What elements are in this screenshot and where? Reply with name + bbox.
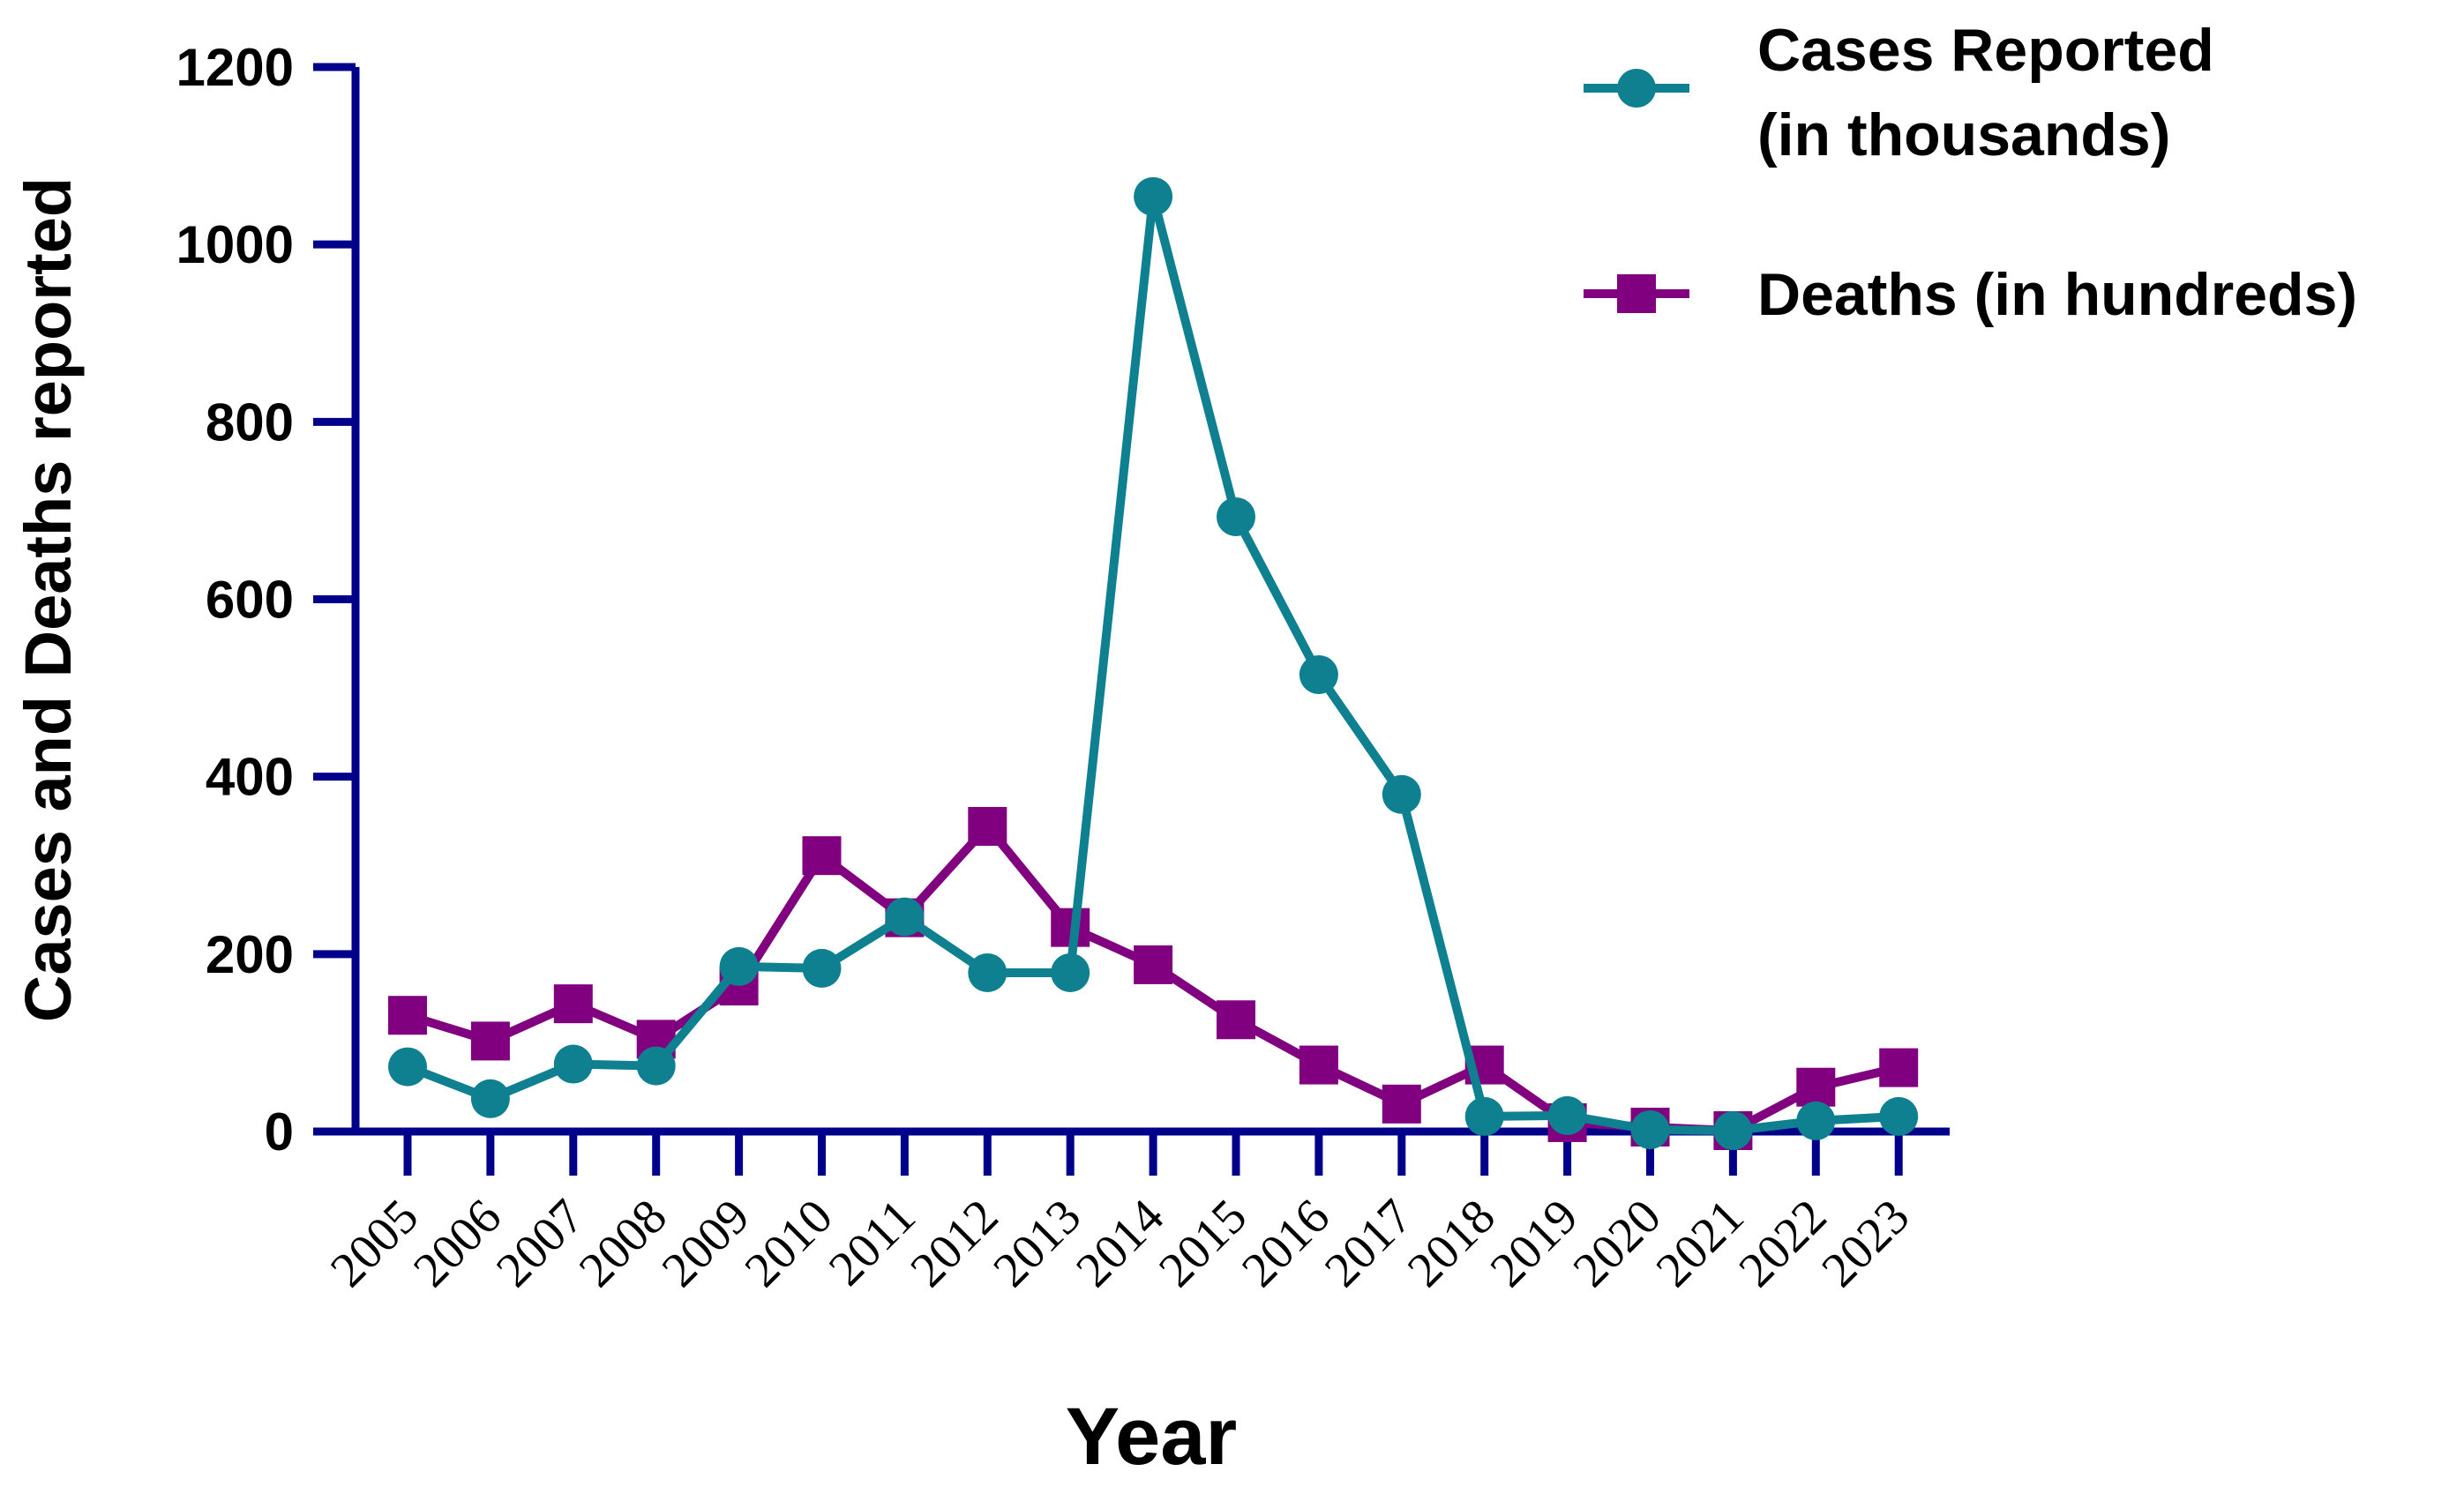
x-tick-label: 2005 [320, 1189, 429, 1297]
x-tick-label: 2007 [486, 1189, 595, 1297]
data-point [1217, 497, 1255, 536]
legend: Cases Reported (in thousands) Deaths (in h… [1584, 17, 2357, 328]
data-point [1879, 1096, 1919, 1136]
legend-item: Deaths (in hundreds) [1584, 261, 2357, 328]
data-point [553, 1044, 593, 1084]
x-tick-label: 2006 [403, 1189, 512, 1297]
y-axis-title: Cases and Deaths reported [11, 177, 85, 1022]
data-point [636, 1046, 676, 1086]
data-point [1051, 952, 1090, 992]
data-point [1796, 1101, 1836, 1140]
data-point [968, 806, 1007, 846]
x-axis-title: Year [1066, 1392, 1237, 1482]
x-tick-label: 2013 [983, 1189, 1091, 1297]
data-point [1299, 1045, 1338, 1085]
data-point [1134, 176, 1173, 216]
x-tick-label: 2015 [1149, 1189, 1257, 1297]
series-line [406, 191, 1899, 1135]
data-point [470, 1021, 510, 1061]
series-layer [388, 176, 1919, 1150]
data-point [1217, 1000, 1255, 1040]
x-tick-label: 2008 [569, 1189, 678, 1297]
data-point [885, 897, 925, 937]
data-point [1382, 1084, 1421, 1124]
data-point [1382, 774, 1421, 814]
data-point [1796, 1067, 1836, 1107]
y-tick-label: 200 [206, 925, 294, 984]
data-point [1879, 1048, 1919, 1087]
data-point [388, 1047, 427, 1087]
y-tick-label: 800 [206, 392, 294, 452]
x-tick-label: 2010 [735, 1189, 843, 1297]
data-point [1134, 945, 1173, 984]
legend-label: Cases Reported [1757, 17, 2214, 84]
data-point [1630, 1109, 1670, 1149]
y-tick-label: 1200 [176, 38, 294, 97]
data-point [388, 996, 427, 1035]
data-point [802, 836, 842, 876]
x-tick-label: 2016 [1232, 1189, 1340, 1297]
x-tick-label: 2018 [1397, 1189, 1506, 1297]
x-tick-label: 2011 [819, 1189, 926, 1296]
x-tick-label: 2009 [652, 1189, 760, 1297]
legend-label: Deaths (in hundreds) [1757, 261, 2357, 328]
data-point [1547, 1095, 1587, 1135]
y-axis-ticks: 0 200 400 600 800 1000 1200 [176, 38, 356, 1162]
legend-label: (in thousands) [1757, 101, 2170, 168]
data-point [719, 946, 759, 986]
x-tick-label: 2020 [1563, 1189, 1672, 1297]
x-axis-ticks: 2005200620072008200920102011201220132014… [320, 1132, 1920, 1297]
y-tick-label: 400 [206, 748, 294, 807]
x-tick-label: 2021 [1646, 1189, 1755, 1297]
x-tick-label: 2022 [1728, 1189, 1837, 1297]
y-tick-label: 600 [206, 571, 294, 630]
legend-item: Cases Reported (in thousands) [1584, 17, 2214, 168]
data-point [802, 948, 842, 988]
data-point [968, 952, 1007, 992]
x-tick-label: 2023 [1811, 1189, 1920, 1297]
data-point [553, 984, 593, 1024]
x-tick-label: 2017 [1314, 1189, 1423, 1297]
legend-marker [1617, 274, 1656, 313]
series-cases [388, 176, 1919, 1150]
series-deaths [388, 806, 1919, 1150]
x-tick-label: 2014 [1066, 1189, 1174, 1297]
data-point [1713, 1110, 1753, 1150]
y-tick-label: 0 [265, 1102, 294, 1162]
data-point [1299, 654, 1338, 694]
x-tick-label: 2012 [900, 1189, 1008, 1297]
data-point [470, 1079, 510, 1118]
data-point [1464, 1096, 1504, 1136]
y-tick-label: 1000 [176, 215, 294, 274]
x-tick-label: 2019 [1480, 1189, 1589, 1297]
legend-marker [1617, 69, 1656, 108]
